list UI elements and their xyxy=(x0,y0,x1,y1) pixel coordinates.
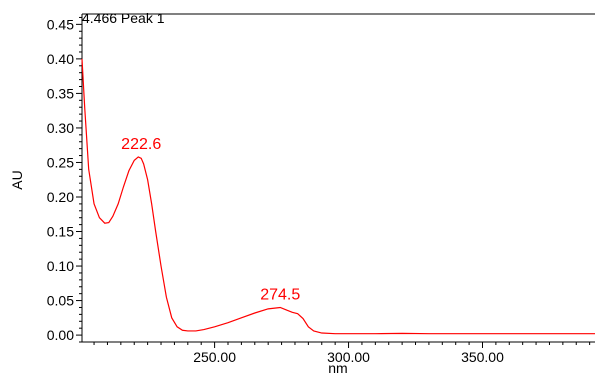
y-tick-label: 0.35 xyxy=(47,85,74,101)
spectrum-line xyxy=(81,58,595,335)
chart-title: 4.466 Peak 1 xyxy=(82,10,165,26)
y-axis-title: AU xyxy=(9,170,25,189)
x-tick-label: 300.00 xyxy=(327,349,370,365)
x-axis-title: nm xyxy=(328,360,347,375)
x-tick-label: 350.00 xyxy=(461,349,504,365)
peak-label: 274.5 xyxy=(260,286,300,303)
y-tick-label: 0.25 xyxy=(47,154,74,170)
y-tick-label: 0.00 xyxy=(47,327,74,343)
y-tick-label: 0.10 xyxy=(47,258,74,274)
y-tick-label: 0.40 xyxy=(47,51,74,67)
y-tick-label: 0.20 xyxy=(47,189,74,205)
peak-annotations: 222.6 274.5 xyxy=(121,136,300,304)
y-tick-label: 0.30 xyxy=(47,120,74,136)
y-tick-label: 0.05 xyxy=(47,293,74,309)
y-tick-label: 0.45 xyxy=(47,16,74,32)
peak-label: 222.6 xyxy=(121,136,161,153)
y-axis: 0.00 0.05 0.10 0.15 0.20 0.25 0.30 0.35 0.40 0.45 xyxy=(47,14,83,343)
x-tick-label: 250.00 xyxy=(193,349,236,365)
y-tick-label: 0.15 xyxy=(47,224,74,240)
x-axis: 250.00 300.00 350.00 xyxy=(82,341,595,365)
